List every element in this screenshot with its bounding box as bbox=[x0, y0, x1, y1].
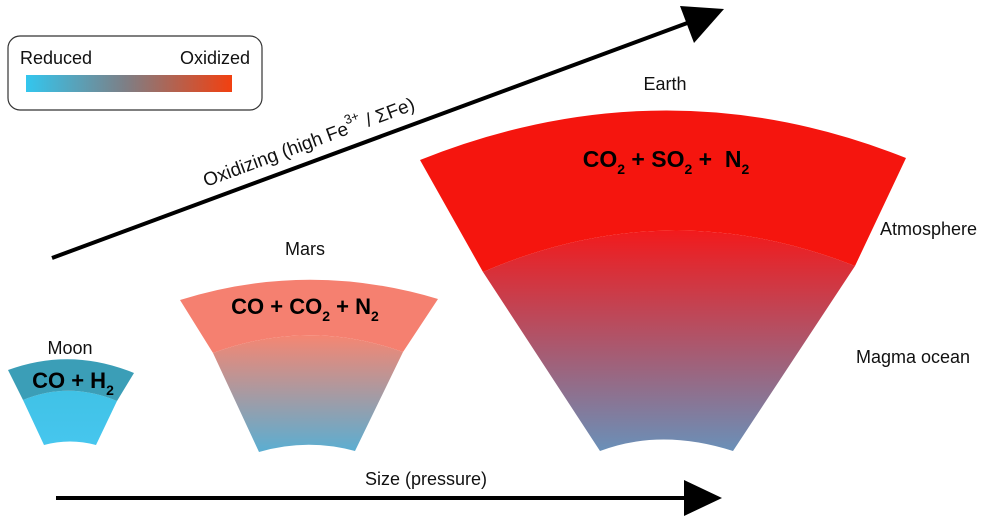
oxidizing-arrow-shaft bbox=[51, 20, 691, 260]
earth-name: Earth bbox=[643, 74, 686, 94]
mars-magma-ocean bbox=[213, 335, 403, 452]
mars-body: Mars CO + CO2 + N2 bbox=[180, 239, 438, 452]
size-arrow-label: Size (pressure) bbox=[365, 469, 487, 489]
moon-atmosphere bbox=[8, 359, 134, 401]
magma-ocean-layer-label: Magma ocean bbox=[856, 347, 970, 367]
earth-gas-text-1: CO bbox=[583, 146, 618, 172]
earth-gas-text-3: + N bbox=[692, 146, 741, 172]
legend-reduced-label: Reduced bbox=[20, 48, 92, 68]
moon-name: Moon bbox=[47, 338, 92, 358]
legend-oxidized-label: Oxidized bbox=[180, 48, 250, 68]
mars-gas-text-1: CO + CO bbox=[231, 294, 322, 319]
legend-color-bar bbox=[26, 75, 232, 92]
size-arrow: Size (pressure) bbox=[56, 469, 722, 516]
earth-atmosphere bbox=[420, 110, 906, 272]
legend: Reduced Oxidized bbox=[7, 35, 263, 111]
mars-name: Mars bbox=[285, 239, 325, 259]
earth-gas-text-2: + SO bbox=[625, 146, 684, 172]
atmosphere-layer-label: Atmosphere bbox=[880, 219, 977, 239]
mars-gas-sub-1: 2 bbox=[322, 308, 330, 324]
mars-gas-text-2: + N bbox=[330, 294, 371, 319]
oxidizing-arrow-head bbox=[680, 6, 724, 43]
earth-atmosphere-composition: CO2 + SO2 + N2 bbox=[583, 146, 750, 177]
mars-atmosphere-composition: CO + CO2 + N2 bbox=[231, 294, 379, 324]
moon-atmosphere-composition: CO + H2 bbox=[32, 368, 114, 398]
mars-gas-sub-2: 2 bbox=[371, 308, 379, 324]
earth-gas-sub-2: 2 bbox=[684, 161, 692, 177]
size-arrow-head bbox=[684, 480, 722, 516]
earth-gas-sub-3: 2 bbox=[741, 161, 749, 177]
moon-body: Moon CO + H2 bbox=[8, 338, 134, 445]
earth-magma-ocean bbox=[483, 230, 855, 451]
moon-magma-ocean bbox=[23, 390, 117, 445]
moon-gas-text: CO + H bbox=[32, 368, 106, 393]
earth-body: Earth CO2 + SO2 + N2 bbox=[420, 74, 906, 451]
mars-atmosphere bbox=[180, 279, 438, 353]
earth-gas-sub-1: 2 bbox=[617, 161, 625, 177]
moon-gas-sub: 2 bbox=[106, 382, 114, 398]
oxidizing-superscript: 3+ bbox=[342, 108, 361, 127]
